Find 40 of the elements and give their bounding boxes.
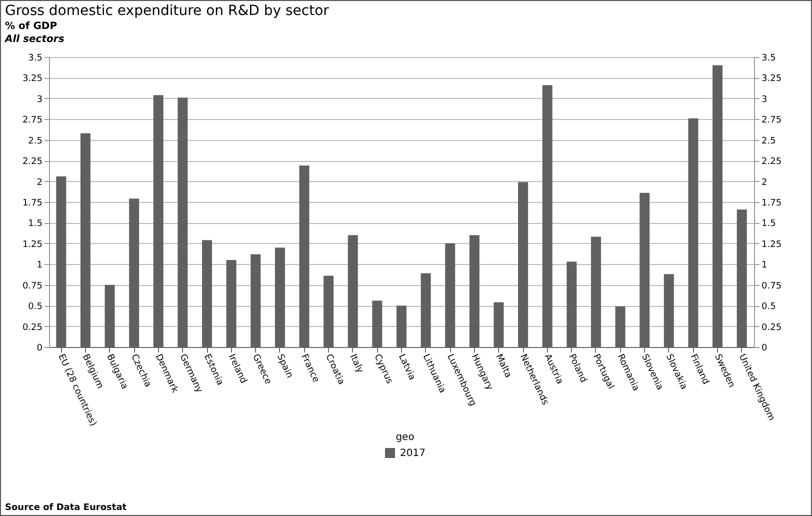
y-tick-label: 2.75 (22, 116, 42, 126)
x-tick-label: Latvia (396, 352, 417, 382)
y-tick-label: 0.75 (22, 281, 42, 292)
y2-tick-label: 1 (762, 260, 768, 271)
y-tick-label: 1.5 (28, 219, 42, 230)
y-tick-label: 1.25 (22, 240, 42, 250)
x-tick-label: Italy (347, 352, 366, 376)
y2-tick-label: 1.75 (762, 198, 782, 208)
x-tick-label: Spain (274, 352, 294, 380)
y2-tick-label: 0.75 (762, 281, 782, 292)
y-tick-label: 0.25 (22, 322, 42, 333)
y2-tick-label: 2.25 (762, 157, 782, 168)
y-tick-label: 0 (36, 344, 43, 354)
y-tick-label: 3 (36, 94, 42, 105)
y2-tick-label: 0.5 (762, 302, 776, 312)
text: All sectors (5, 34, 66, 45)
y-tick-label: 1 (36, 260, 42, 271)
y2-tick-label: 2 (762, 178, 768, 188)
y2-tick-label: 0.25 (762, 322, 782, 333)
chart-title: Gross domestic expenditure on R&D by sector (5, 3, 330, 19)
chart-subtitle: % of GDP (5, 21, 58, 32)
y2-tick-label: 3.5 (762, 54, 776, 64)
legend-title: geo (396, 432, 414, 443)
y2-tick-label: 0 (762, 344, 768, 354)
y2-tick-label: 3.25 (762, 74, 782, 84)
y-tick-label: 0.5 (28, 302, 42, 312)
y-tick-label: 2.5 (28, 136, 42, 146)
y-tick-label: 3.5 (28, 54, 42, 64)
y-tick-label: 2.25 (22, 157, 42, 168)
x-tick-label: Malta (493, 352, 513, 380)
y2-tick-label: 1.25 (762, 240, 782, 250)
y-tick-label: 2 (36, 178, 42, 188)
source-note: Source of Data Eurostat (5, 503, 127, 513)
y2-tick-label: 1.5 (762, 219, 776, 230)
y-tick-label: 3.25 (22, 74, 42, 84)
y-tick-label: 1.75 (22, 198, 42, 208)
y2-tick-label: 2.75 (762, 116, 782, 126)
legend-label: 2017 (400, 448, 426, 459)
y2-tick-label: 2.5 (762, 136, 776, 146)
y2-tick-label: 3 (762, 94, 768, 105)
